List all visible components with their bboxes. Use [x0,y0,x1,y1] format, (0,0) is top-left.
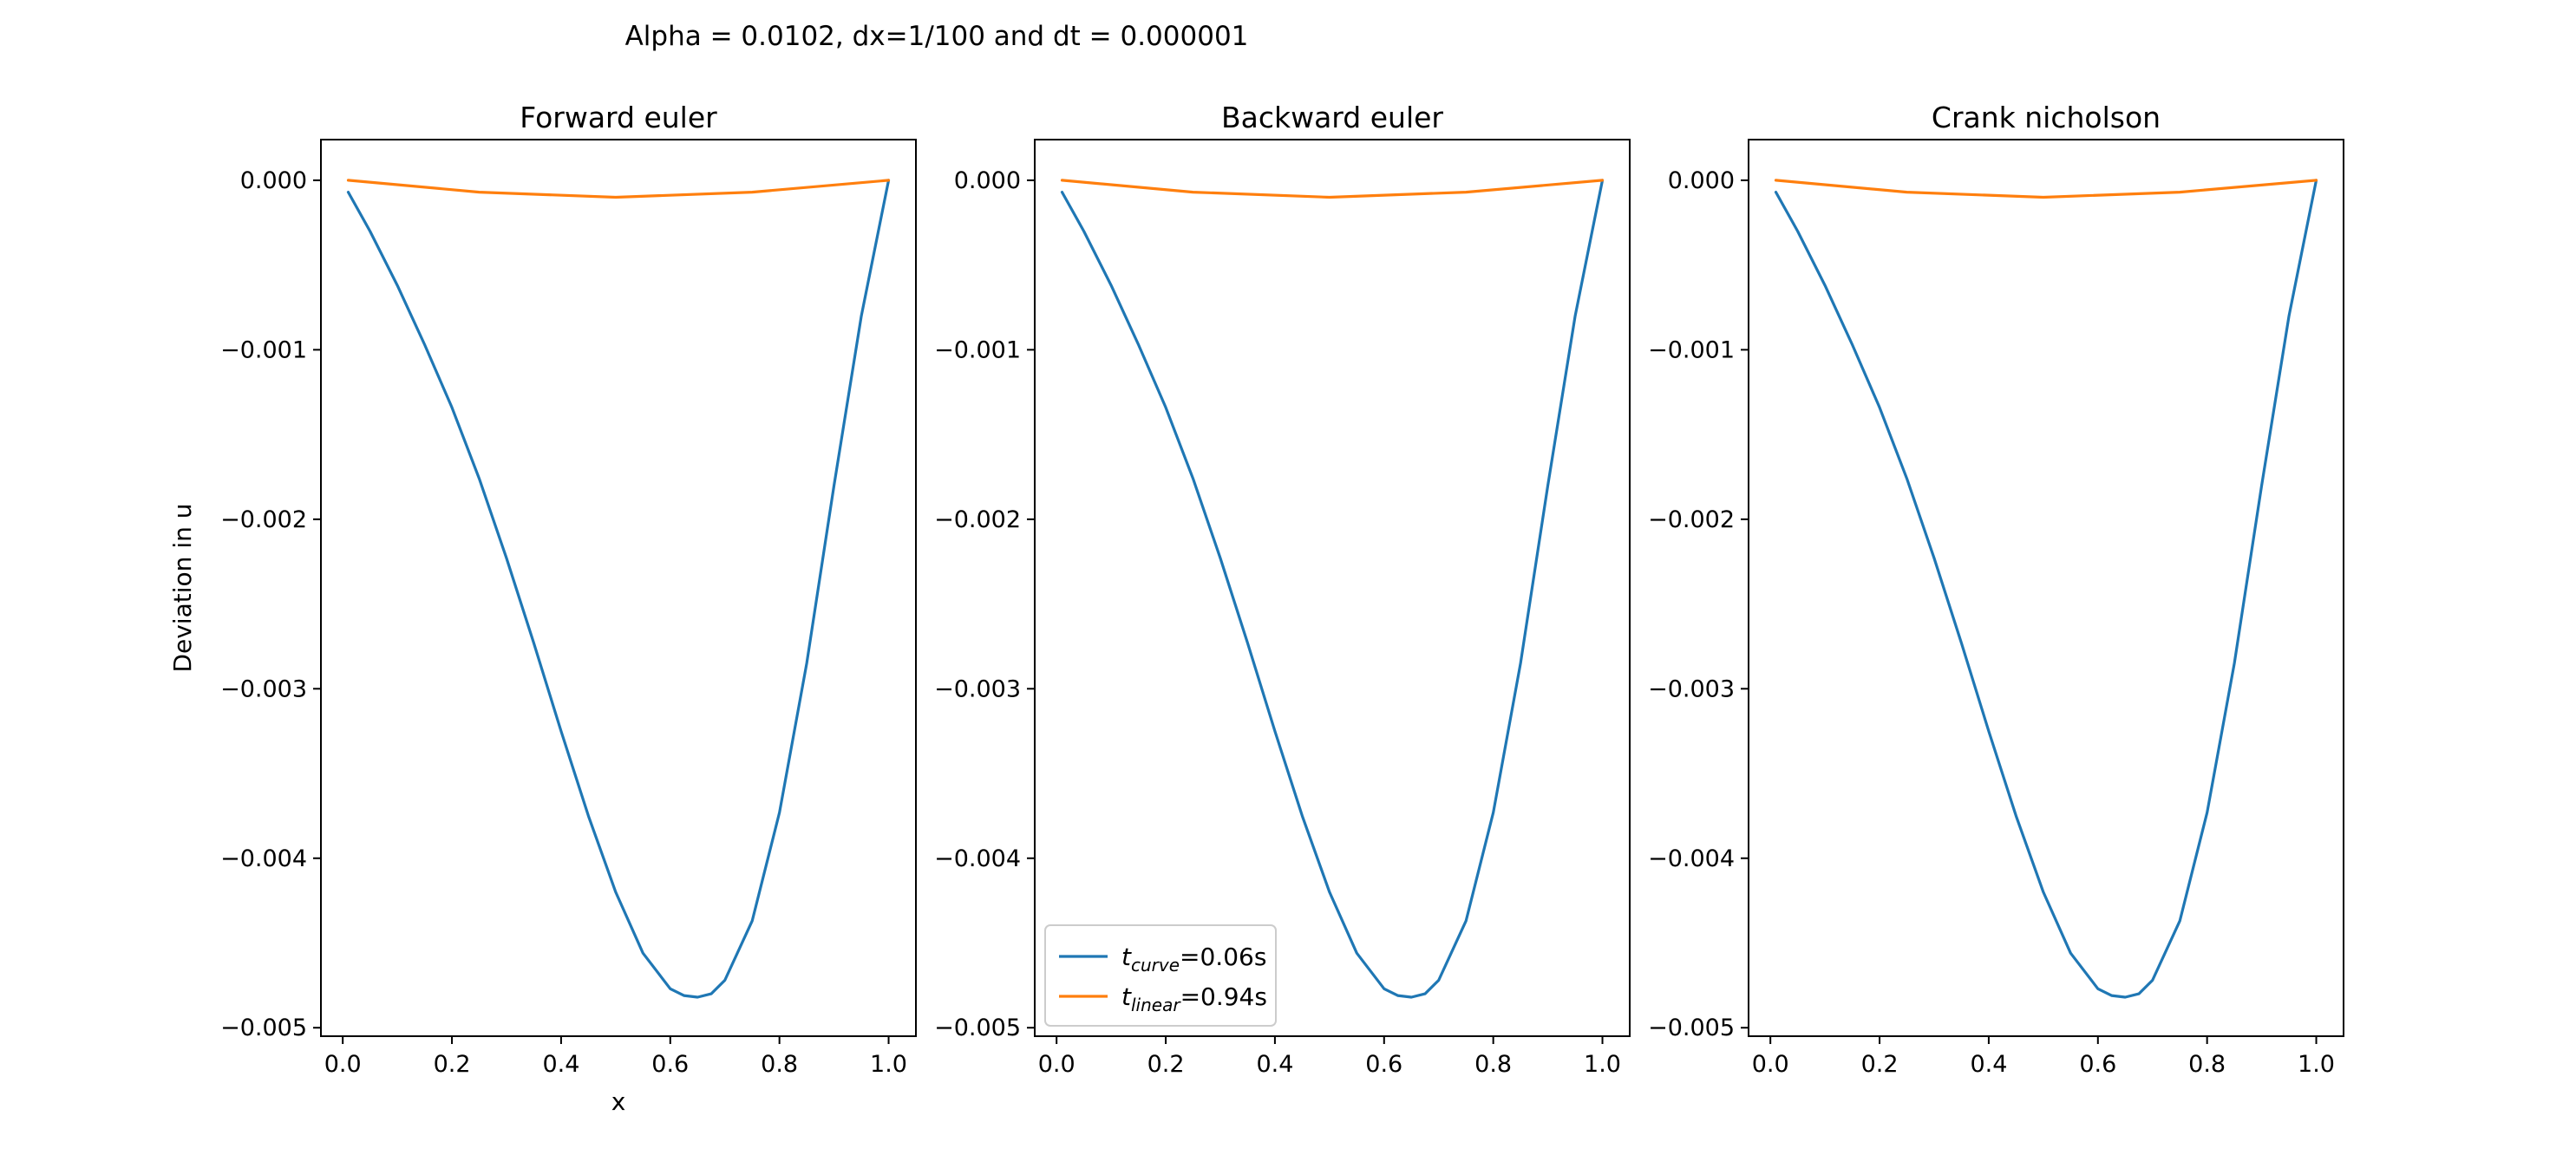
x-tick-label: 0.2 [1861,1051,1899,1078]
x-tick-label: 0.0 [1752,1051,1789,1078]
series-line-curve [346,179,891,999]
y-tick-label: 0.000 [1668,167,1735,194]
y-tick-label: −0.005 [934,1015,1021,1041]
x-tick-label: 0.4 [1970,1051,2007,1078]
y-tick-label: −0.004 [220,845,307,872]
subplot-3: Crank nicholson 0.0 0.2 0.4 0.6 0.8 1.0 0.000 −0… [1648,101,2344,1078]
x-tick-label: 0.4 [1256,1051,1293,1078]
y-axis-label: Deviation in u [168,503,197,672]
x-axis-label: x [611,1087,626,1116]
x-tick-label: 0.4 [542,1051,579,1078]
y-tick-label: −0.001 [1648,336,1735,363]
subplot-title: Crank nicholson [1932,101,2161,134]
x-tick-label: 0.2 [434,1051,471,1078]
x-tick-label: 0.6 [2079,1051,2116,1078]
y-tick-label: 0.000 [240,167,307,194]
subplots: Forward euler 0.0 0.2 0.4 0.6 0.8 1.0 0.000 −0.0… [168,101,2344,1116]
y-tick-label: −0.004 [934,845,1021,872]
x-tick-label: 0.8 [761,1051,798,1078]
y-tick-label: −0.005 [1648,1015,1735,1041]
y-tick-label: −0.005 [220,1015,307,1041]
x-tick-label: 0.0 [1038,1051,1076,1078]
series-line-linear [346,179,891,199]
x-tick-label: 0.2 [1147,1051,1185,1078]
axes-frame [1748,139,2344,1037]
y-tick-label: −0.001 [934,336,1021,363]
y-tick-label: −0.003 [220,675,307,702]
legend-entry-curve: tcurve=0.06s [1121,943,1266,976]
y-tick-label: −0.001 [220,336,307,363]
x-tick-label: 1.0 [2298,1051,2335,1078]
x-tick-label: 1.0 [1584,1051,1621,1078]
legend-entry-suffix: =0.06s [1180,943,1266,971]
legend-entry-main: t [1121,943,1132,971]
y-tick-label: −0.004 [1648,845,1735,872]
y-tick-label: −0.002 [220,506,307,533]
x-tick-label: 1.0 [870,1051,907,1078]
series-line-linear [1060,179,1605,199]
axes-frame [320,139,917,1037]
legend-entry-suffix: =0.94s [1180,982,1267,1011]
series-line-linear [1774,179,2318,199]
x-tick-label: 0.8 [1474,1051,1512,1078]
y-tick-label: 0.000 [954,167,1021,194]
x-tick-label: 0.0 [324,1051,362,1078]
legend-entry-subscript: linear [1131,995,1181,1015]
legend-entry-linear: tlinear=0.94s [1121,982,1267,1015]
axes-frame [1034,139,1631,1037]
subplot-title: Backward euler [1221,101,1443,134]
subplot-title: Forward euler [520,101,717,134]
y-tick-label: −0.003 [1648,675,1735,702]
legend-entry-main: t [1121,982,1132,1011]
x-tick-label: 0.6 [1365,1051,1402,1078]
figure-suptitle: Alpha = 0.0102, dx=1/100 and dt = 0.0000… [625,21,1249,52]
y-tick-label: −0.003 [934,675,1021,702]
y-tick-label: −0.002 [1648,506,1735,533]
subplot-2: Backward euler 0.0 0.2 0.4 0.6 0.8 1.0 0.000 −0.… [934,101,1631,1078]
legend-entry-subscript: curve [1131,955,1180,976]
x-tick-label: 0.6 [651,1051,689,1078]
series-line-curve [1774,179,2318,999]
x-tick-label: 0.8 [2188,1051,2226,1078]
legend-frame [1044,924,1277,1027]
y-tick-label: −0.002 [934,506,1021,533]
subplot-1: Forward euler 0.0 0.2 0.4 0.6 0.8 1.0 0.000 −0.0… [168,101,917,1116]
series-line-curve [1060,179,1605,999]
